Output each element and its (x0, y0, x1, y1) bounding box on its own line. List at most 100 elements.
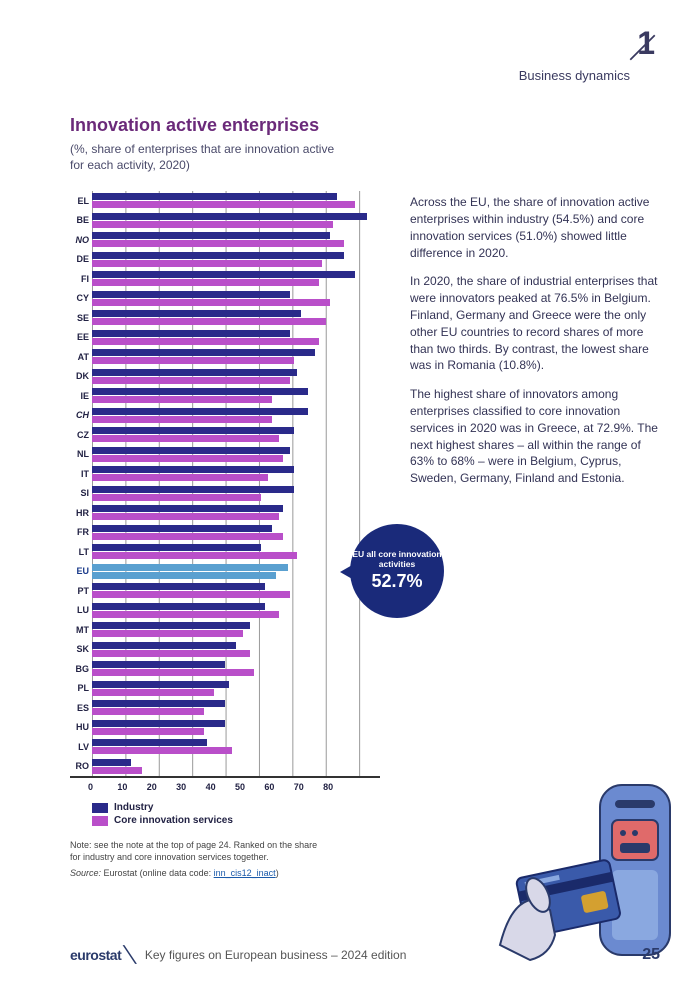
bar-row: LV (70, 737, 380, 757)
payment-terminal-illustration (480, 765, 680, 965)
industry-bar (92, 583, 265, 590)
bar-row: PT (70, 581, 380, 601)
bar-row: EL (70, 191, 380, 211)
industry-bar (92, 291, 290, 298)
services-bar (92, 747, 232, 754)
services-bar (92, 318, 326, 325)
country-label: HR (70, 508, 92, 518)
country-label: ES (70, 703, 92, 713)
chapter-title: Business dynamics (519, 68, 630, 83)
eurostat-logo: eurostat (70, 947, 121, 963)
bar-track (92, 581, 380, 601)
industry-bar (92, 642, 236, 649)
bar-row: ES (70, 698, 380, 718)
services-bar (92, 474, 268, 481)
bar-row: DK (70, 367, 380, 387)
country-label: BG (70, 664, 92, 674)
bar-track (92, 250, 380, 270)
industry-bar (92, 505, 283, 512)
services-bar (92, 240, 344, 247)
industry-bar (92, 349, 315, 356)
bar-row: EE (70, 328, 380, 348)
services-bar (92, 279, 319, 286)
country-label: MT (70, 625, 92, 635)
services-bar (92, 299, 330, 306)
services-bar (92, 455, 283, 462)
bar-row: SK (70, 640, 380, 660)
bar-track (92, 679, 380, 699)
services-bar (92, 572, 276, 579)
bar-track (92, 484, 380, 504)
industry-bar (92, 661, 225, 668)
x-tick: 20 (147, 782, 180, 792)
chart-callout-bubble: EU all core innovation activities 52.7% (350, 524, 444, 618)
bar-track (92, 601, 380, 621)
services-bar (92, 767, 142, 774)
chart-bars-container: ELBENODEFICYSEEEATDKIECHCZNLITSIHRFRLTEU… (70, 191, 380, 778)
note-text: Note: see the note at the top of page 24… (70, 840, 330, 863)
country-label: LT (70, 547, 92, 557)
footer-publication-title: Key figures on European business – 2024 … (145, 948, 407, 962)
country-label: CZ (70, 430, 92, 440)
bar-row: HR (70, 503, 380, 523)
services-bar (92, 377, 290, 384)
bar-track (92, 659, 380, 679)
bar-row: IE (70, 386, 380, 406)
bar-track (92, 542, 380, 562)
bar-track (92, 328, 380, 348)
industry-bar (92, 447, 290, 454)
country-label: IE (70, 391, 92, 401)
bar-row: NO (70, 230, 380, 250)
services-bar (92, 513, 279, 520)
industry-bar (92, 232, 330, 239)
page-title: Innovation active enterprises (70, 115, 660, 136)
services-bar (92, 435, 279, 442)
bar-row: SE (70, 308, 380, 328)
content: Innovation active enterprises (%, share … (0, 0, 700, 879)
paragraph: In 2020, the share of industrial enterpr… (410, 273, 660, 374)
industry-bar (92, 310, 301, 317)
bar-row: CY (70, 289, 380, 309)
services-bar (92, 708, 204, 715)
source-suffix: ) (276, 868, 279, 878)
bar-track (92, 640, 380, 660)
country-label: NL (70, 449, 92, 459)
page-footer: eurostat ╲ Key figures on European busin… (70, 945, 660, 965)
services-bar (92, 650, 250, 657)
services-bar (92, 533, 283, 540)
callout-pointer-icon (340, 564, 354, 580)
country-label: DE (70, 254, 92, 264)
footer-slash-icon: ╲ (124, 945, 137, 965)
country-label: RO (70, 761, 92, 771)
services-bar (92, 338, 319, 345)
services-bar (92, 552, 297, 559)
country-label: NO (70, 235, 92, 245)
bar-track (92, 737, 380, 757)
services-bar (92, 591, 290, 598)
bar-track (92, 386, 380, 406)
bar-row: RO (70, 757, 380, 777)
x-tick: 50 (235, 782, 268, 792)
industry-bar (92, 759, 131, 766)
bar-track (92, 425, 380, 445)
bar-row: CZ (70, 425, 380, 445)
country-label: PL (70, 683, 92, 693)
industry-bar (92, 739, 207, 746)
country-label: FR (70, 527, 92, 537)
bar-track (92, 523, 380, 543)
legend-label: Industry (114, 802, 153, 813)
bar-row: LU (70, 601, 380, 621)
bar-track (92, 289, 380, 309)
bar-row: BE (70, 211, 380, 231)
source-link[interactable]: inn_cis12_inact (214, 868, 276, 878)
bar-track (92, 464, 380, 484)
industry-bar (92, 486, 294, 493)
industry-bar (92, 213, 367, 220)
bar-row: SI (70, 484, 380, 504)
x-tick: 40 (206, 782, 239, 792)
bar-row: EU (70, 562, 380, 582)
source-line: Source: Eurostat (online data code: inn_… (70, 868, 330, 880)
legend-swatch (92, 816, 108, 826)
industry-bar (92, 427, 294, 434)
x-tick: 10 (117, 782, 150, 792)
